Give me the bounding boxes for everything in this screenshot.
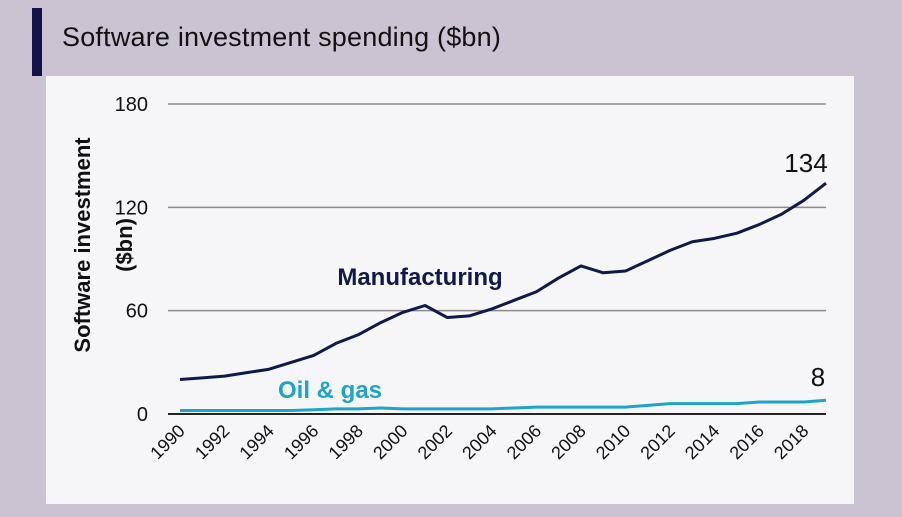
y-tick-labels: 0 60 120 180 — [115, 94, 148, 426]
chart-title: Software investment spending ($bn) — [62, 22, 502, 52]
x-tick-label: 1994 — [235, 421, 277, 463]
x-tick-label: 2012 — [636, 421, 678, 463]
x-tick-label: 2018 — [770, 421, 812, 463]
y-axis-label: Software investment ($bn) — [70, 137, 137, 353]
series-labels: Manufacturing Oil & gas 134 8 — [278, 148, 828, 404]
x-tick-label: 2016 — [726, 421, 768, 463]
series-label-oil-gas: Oil & gas — [278, 377, 382, 404]
x-tick-label: 2006 — [503, 421, 545, 463]
x-tick-label: 1992 — [191, 421, 233, 463]
x-tick-label: 2000 — [369, 421, 411, 463]
series-line-0 — [179, 182, 827, 382]
y-tick-label: 60 — [126, 301, 148, 323]
x-tick-label: 2002 — [414, 421, 456, 463]
x-tick-label: 1998 — [325, 421, 367, 463]
end-value-label-oil-gas: 8 — [811, 362, 825, 392]
gridlines — [168, 103, 826, 415]
x-tick-label: 1990 — [146, 421, 188, 463]
series-line-1 — [180, 398, 827, 413]
plot-panel — [46, 76, 854, 504]
x-tick-label: 1996 — [280, 421, 322, 463]
series-lines — [179, 182, 827, 413]
x-tick-label: 2014 — [681, 421, 723, 463]
y-tick-label: 180 — [115, 94, 148, 116]
x-tick-label: 2004 — [458, 421, 500, 463]
x-tick-labels: 1990 1992 1994 1996 1998 2000 2002 2004 2006 2008… — [146, 421, 812, 463]
end-value-label-manufacturing: 134 — [784, 148, 827, 178]
y-tick-label: 0 — [137, 404, 148, 426]
y-axis-label-line1: Software investment — [70, 137, 95, 353]
x-tick-label: 2010 — [592, 421, 634, 463]
y-axis-label-line2: ($bn) — [112, 218, 137, 272]
series-label-manufacturing: Manufacturing — [337, 264, 502, 291]
y-tick-label: 120 — [115, 197, 148, 219]
title-accent-bar — [32, 8, 42, 76]
x-tick-label: 2008 — [547, 421, 589, 463]
